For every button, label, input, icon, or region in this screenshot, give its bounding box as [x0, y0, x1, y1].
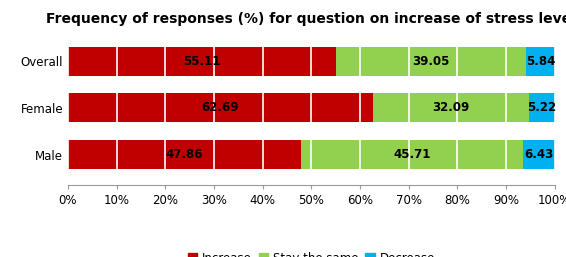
Text: 32.09: 32.09: [432, 102, 470, 114]
Bar: [68, 140, 301, 169]
Bar: [373, 94, 529, 122]
Text: 55.11: 55.11: [183, 55, 221, 68]
Bar: [336, 47, 526, 76]
Text: 62.69: 62.69: [201, 102, 239, 114]
Bar: [301, 140, 524, 169]
Title: Frequency of responses (%) for question on increase of stress level: Frequency of responses (%) for question …: [46, 12, 566, 25]
Legend: Increase, Stay the same, Decrease: Increase, Stay the same, Decrease: [184, 249, 439, 257]
Bar: [68, 94, 373, 122]
Text: 5.84: 5.84: [526, 55, 555, 68]
Bar: [526, 47, 555, 76]
Text: 47.86: 47.86: [166, 148, 203, 161]
Text: 6.43: 6.43: [525, 148, 554, 161]
Bar: [529, 94, 555, 122]
Text: 45.71: 45.71: [393, 148, 431, 161]
Bar: [524, 140, 555, 169]
Bar: [68, 47, 336, 76]
Text: 5.22: 5.22: [528, 102, 556, 114]
Text: 39.05: 39.05: [413, 55, 450, 68]
